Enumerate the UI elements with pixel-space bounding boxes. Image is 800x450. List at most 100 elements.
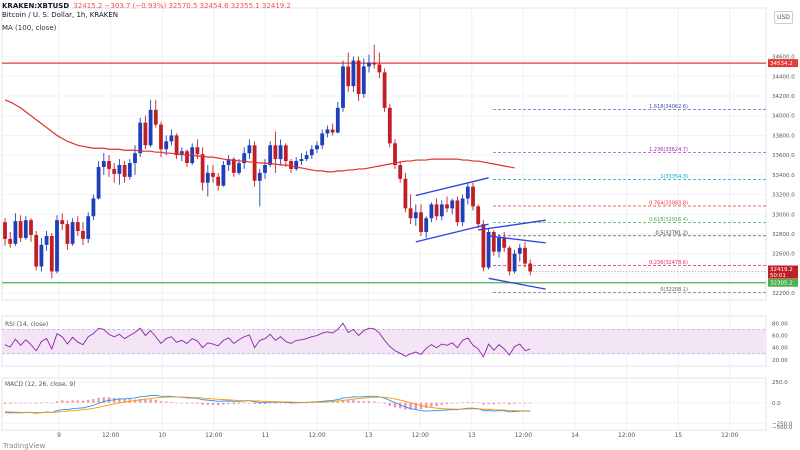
macd-tick-label: 0.0	[772, 401, 781, 407]
candle-body	[91, 198, 96, 217]
candle-body	[29, 220, 33, 235]
candle-body	[491, 232, 496, 252]
macd-histogram-bar	[123, 398, 126, 403]
fib-level-label: 1.618(34062.6)	[649, 104, 688, 110]
candle-body	[455, 200, 460, 223]
candle-body	[117, 165, 122, 174]
rsi-tick-label: 40.00	[772, 346, 788, 352]
trendline	[478, 219, 546, 231]
macd-histogram-bar	[50, 402, 53, 404]
x-tick-label: 12:00	[515, 432, 532, 439]
macd-histogram-bar	[435, 402, 438, 406]
macd-histogram-bar	[253, 402, 256, 404]
candle-body	[231, 159, 236, 173]
candle-body	[226, 159, 231, 165]
macd-histogram-bar	[248, 402, 251, 404]
candle-body	[403, 178, 408, 209]
macd-histogram-bar	[19, 402, 22, 404]
candle-body	[174, 135, 179, 156]
rsi-tick-label: 80.00	[772, 321, 788, 327]
candle-body	[434, 204, 439, 217]
macd-histogram-bar	[45, 402, 48, 403]
macd-histogram-bar	[357, 400, 360, 403]
macd-histogram-bar	[206, 402, 209, 405]
macd-histogram-bar	[159, 401, 163, 403]
trendline	[415, 223, 489, 243]
macd-histogram-bar	[425, 402, 428, 409]
trendline	[488, 277, 546, 290]
macd-histogram-bar	[14, 402, 17, 404]
candle-body	[481, 224, 486, 268]
fib-level-label: 0.5(32781.2)	[655, 230, 688, 236]
macd-histogram-bar	[113, 397, 116, 403]
candle-body	[18, 221, 23, 238]
price-tick-label: 33800.0	[772, 133, 795, 139]
last-price-countdown: 50:01	[770, 273, 786, 279]
candle-body	[127, 163, 132, 177]
candle-body	[179, 151, 184, 156]
macd-histogram-bar	[414, 402, 417, 410]
candle-body	[65, 224, 70, 244]
candle-body	[486, 232, 491, 268]
macd-histogram-bar	[471, 402, 475, 403]
candle-body	[101, 161, 106, 167]
price-tick-label: 34600.0	[772, 55, 795, 61]
price-tick-label: 32200.0	[772, 291, 795, 297]
chart-title: Bitcoin / U. S. Dollar, 1h, KRAKEN	[2, 11, 119, 19]
price-tick-label: 34400.0	[772, 74, 795, 80]
candle-body	[75, 222, 80, 232]
macd-histogram-bar	[477, 402, 480, 404]
macd-histogram-bar	[144, 399, 147, 403]
candle-body	[309, 149, 314, 156]
candle-body	[361, 66, 366, 95]
candle-body	[200, 154, 205, 183]
macd-histogram-bar	[336, 400, 339, 403]
macd-histogram-bar	[185, 402, 189, 404]
currency-button[interactable]: USD	[774, 11, 793, 24]
candle-body	[367, 62, 371, 67]
candle-body	[512, 253, 517, 272]
candle-body	[86, 216, 91, 239]
candle-body	[465, 186, 470, 199]
macd-tick-label: 250.0	[772, 380, 788, 386]
fib-level-label: 0.618(32916.4)	[649, 217, 688, 223]
trendline	[415, 177, 489, 197]
tradingview-logo: TradingView	[3, 442, 45, 450]
price-tick-label: 33000.0	[772, 212, 795, 218]
candle-body	[96, 166, 101, 199]
macd-histogram-bar	[154, 399, 157, 403]
candle-body	[195, 147, 200, 155]
candle-body	[107, 161, 111, 169]
candle-body	[185, 151, 189, 164]
macd-histogram-bar	[284, 402, 287, 404]
macd-histogram-bar	[523, 402, 527, 404]
price-panel	[1, 7, 767, 301]
rsi-label: RSI (14, close)	[5, 321, 49, 328]
macd-histogram-bar	[55, 401, 59, 403]
symbol-header: KRAKEN:XBTUSD 32415.2 −303.7 (−0.93%) 32…	[2, 2, 291, 11]
macd-histogram-bar	[482, 402, 485, 405]
candle-body	[257, 172, 262, 181]
candle-body	[387, 107, 392, 144]
fib-level-label: 1(33354.3)	[660, 174, 688, 180]
candle-body	[372, 62, 377, 65]
macd-histogram-bar	[461, 402, 464, 404]
macd-histogram-bar	[191, 402, 194, 404]
candle-body	[497, 237, 501, 252]
candle-body	[133, 153, 137, 164]
macd-histogram-bar	[399, 402, 402, 409]
candle-body	[23, 220, 28, 238]
rsi-tick-label: 20.00	[772, 358, 788, 364]
candle-body	[138, 122, 143, 154]
macd-histogram-bar	[300, 402, 303, 404]
price-tick-label: 32600.0	[772, 252, 795, 258]
x-tick-label: 14	[571, 432, 579, 439]
macd-tick-label: −250.0	[772, 421, 793, 427]
macd-histogram-bar	[133, 399, 137, 403]
x-tick-label: 12:00	[721, 432, 738, 439]
x-tick-label: 12:00	[102, 432, 119, 439]
ohlc-values: 32415.2 −303.7 (−0.93%) 32570.5 32454.6 …	[73, 2, 291, 10]
macd-histogram-bar	[367, 401, 371, 403]
macd-label: MACD (12, 26, close, 9)	[5, 381, 76, 388]
